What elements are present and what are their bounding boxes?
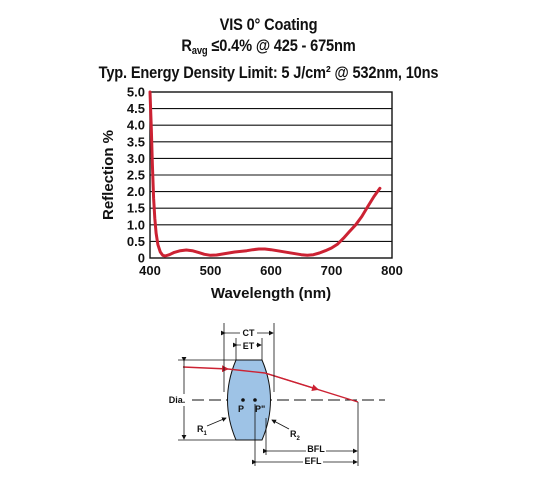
r2-main: R <box>290 429 297 439</box>
chart-title-block: VIS 0° Coating Ravg ≤0.4% @ 425 - 675nm … <box>0 14 537 83</box>
y-tick-label: 4.0 <box>127 118 145 133</box>
ct-label: CT <box>243 328 255 338</box>
reflection-curve <box>148 90 382 258</box>
y-tick-label: 2.5 <box>127 168 145 183</box>
r1-label: R1 <box>197 424 208 437</box>
p-prime-label: P" <box>255 404 265 414</box>
y-tick-label: 5.0 <box>127 85 145 100</box>
y-tick-label: 0 <box>138 251 145 266</box>
y-tick-label: 0.5 <box>127 234 145 249</box>
ravg-r: R <box>181 36 192 55</box>
y-tick-label: 3.5 <box>127 134 145 149</box>
dia-label-bg <box>164 394 190 406</box>
refracted-ray-inside <box>227 368 266 374</box>
x-tick-label: 400 <box>139 263 161 278</box>
plot-frame <box>149 91 393 259</box>
ct-label-bg <box>240 326 257 338</box>
chart-title-line-2: Ravg ≤0.4% @ 425 - 675nm <box>38 35 500 62</box>
ravg-subscript: avg <box>191 45 208 57</box>
x-tick-label: 600 <box>260 263 282 278</box>
x-tick-label: 700 <box>321 263 343 278</box>
y-axis-title: Reflection % <box>100 130 117 220</box>
incident-ray <box>182 365 229 373</box>
refracted-ray-arrow <box>264 372 319 392</box>
efl-label-bg <box>303 455 323 465</box>
y-tick-labels: 0 0.5 1.01.5 2.02.5 3.0 3.54.0 4.55.0 <box>127 85 145 266</box>
y-tick-label: 1.0 <box>127 217 145 232</box>
y-tick-label: 1.5 <box>127 201 145 216</box>
y-tick-label: 2.0 <box>127 184 145 199</box>
x-axis-title: Wavelength (nm) <box>211 285 331 302</box>
et-label: ET <box>243 341 255 351</box>
bfl-label-bg <box>306 444 326 454</box>
chart-title-line-3: Typ. Energy Density Limit: 5 J/cm² @ 532… <box>98 63 439 82</box>
lens-element <box>227 359 271 441</box>
bfl-label: BFL <box>307 444 325 454</box>
r1-main: R <box>197 424 204 434</box>
r1-sub: 1 <box>204 431 208 437</box>
x-tick-labels: 400 500 600 700 800 <box>139 263 403 278</box>
p-label: P <box>238 404 244 414</box>
x-tick-label: 800 <box>381 263 403 278</box>
dia-label: Dia. <box>169 395 186 405</box>
y-tick-label: 3.0 <box>127 151 145 166</box>
ravg-spec: ≤0.4% @ 425 - 675nm <box>207 36 356 55</box>
r2-sub: 2 <box>297 436 301 442</box>
r2-leader <box>271 419 290 430</box>
y-tick-label: 4.5 <box>127 101 145 116</box>
r2-label: R2 <box>290 429 301 442</box>
x-tick-label: 500 <box>200 263 222 278</box>
chart-title-line-1: VIS 0° Coating <box>219 15 318 34</box>
efl-label: EFL <box>305 456 323 466</box>
principal-point-p <box>241 398 245 402</box>
et-label-bg <box>241 339 256 351</box>
r1-leader <box>206 417 227 427</box>
principal-point-p-prime <box>253 398 257 402</box>
